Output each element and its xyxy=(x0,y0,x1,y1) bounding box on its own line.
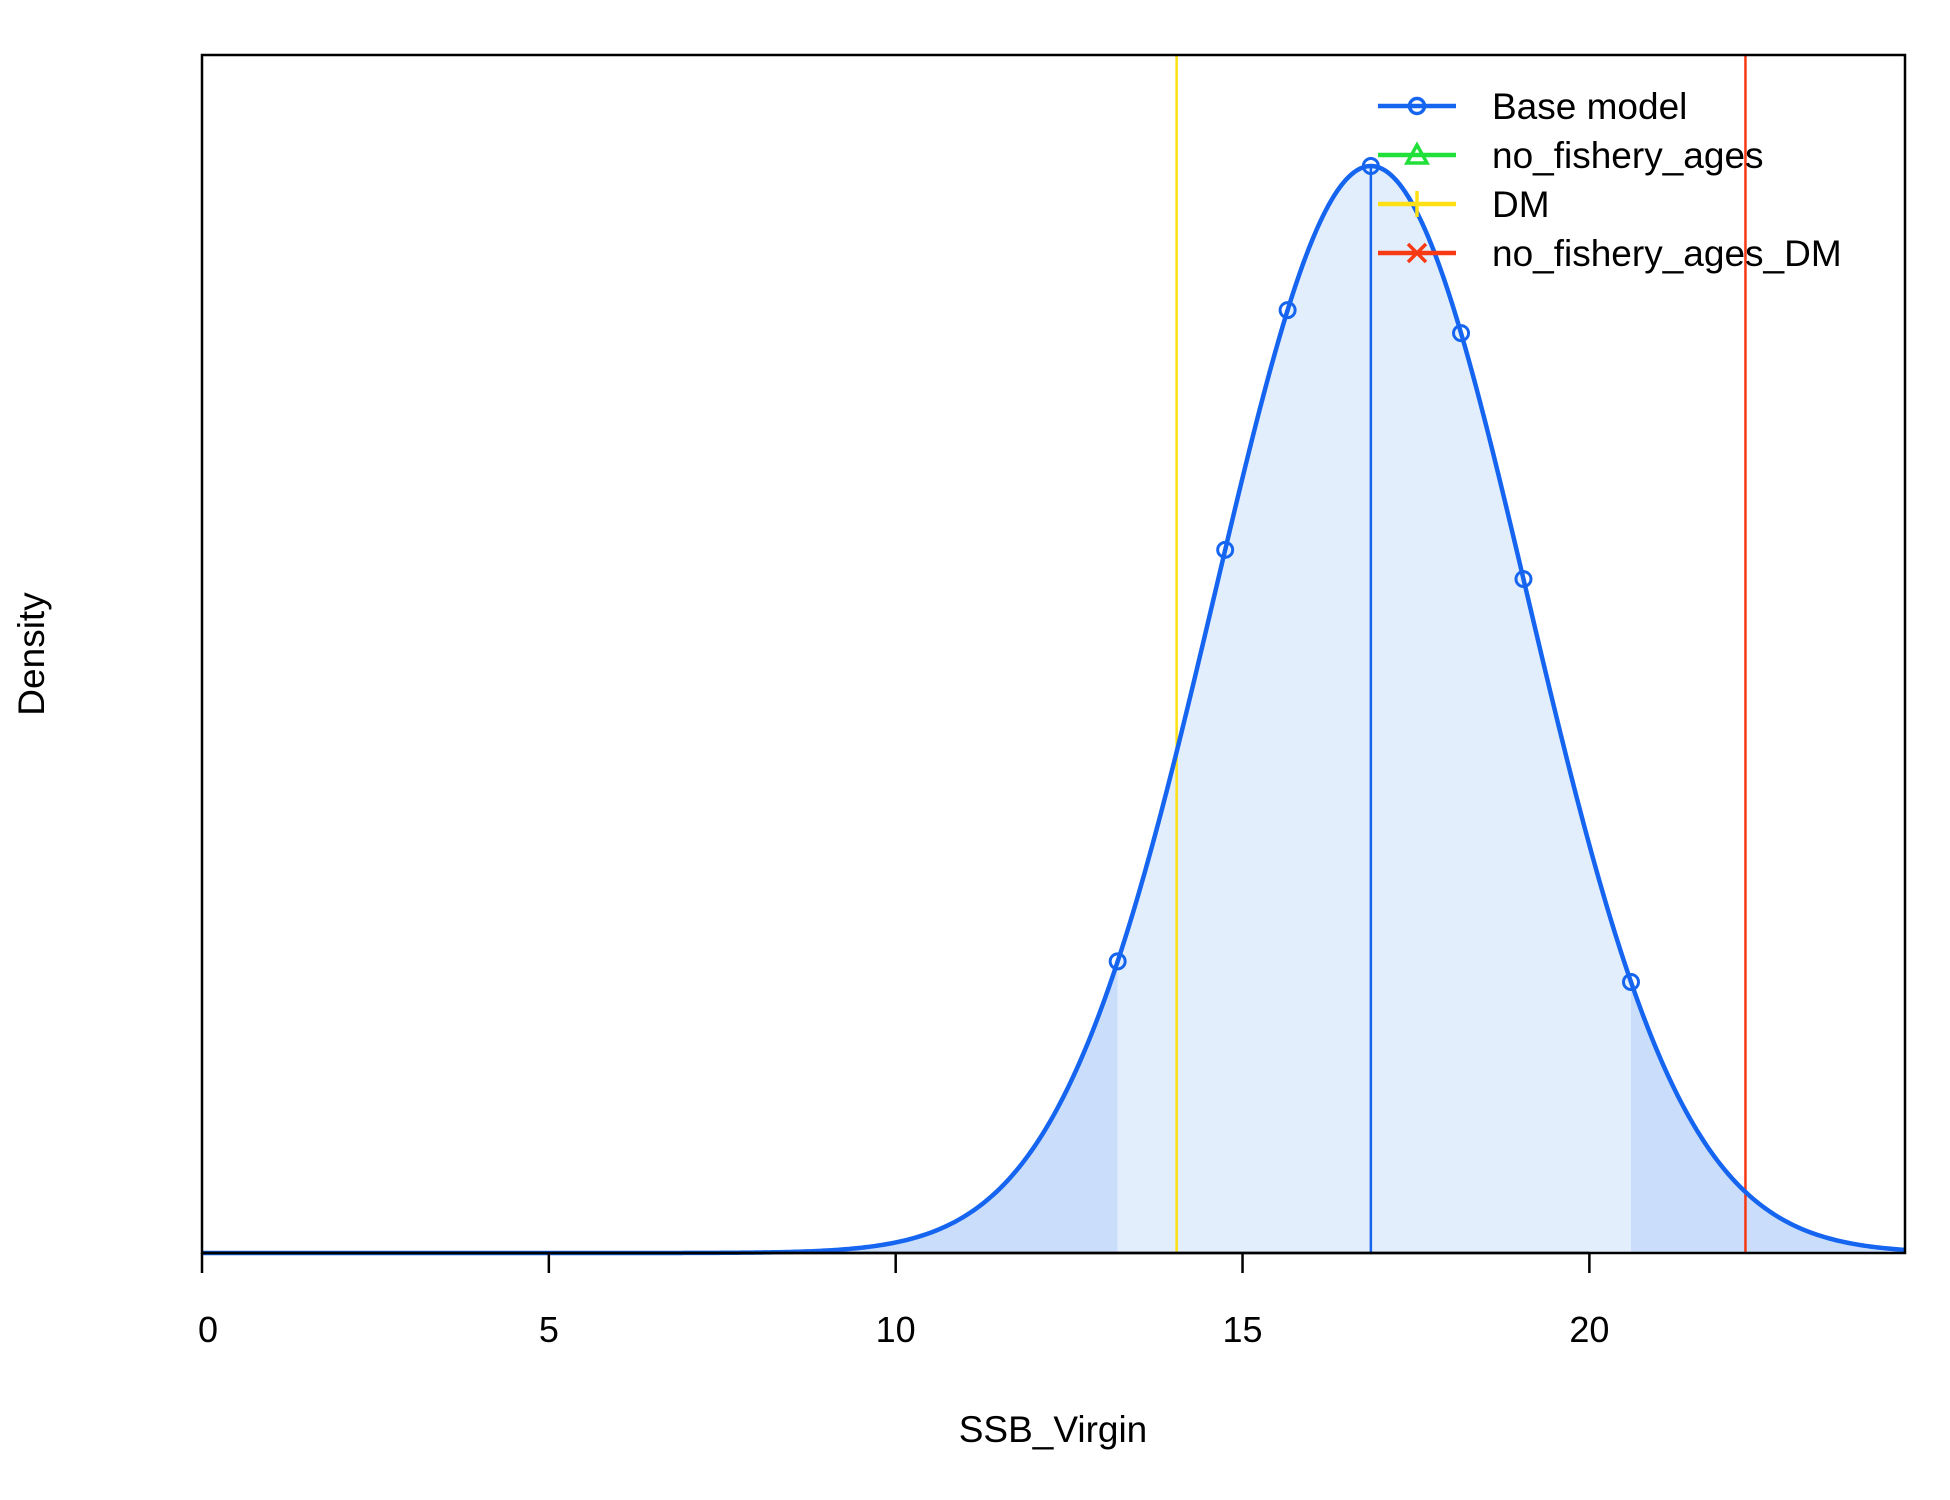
x-tick-label-15: 15 xyxy=(1223,1309,1263,1350)
legend-label-dm: DM xyxy=(1492,184,1550,225)
y-axis-label: Density xyxy=(11,592,52,716)
x-tick-label-0: 0 xyxy=(198,1309,218,1350)
density-marker-3 xyxy=(1361,157,1380,175)
x-tick-label-20: 20 xyxy=(1569,1309,1609,1350)
legend-label-base-model: Base model xyxy=(1492,86,1687,127)
x-tick-label-5: 5 xyxy=(539,1309,559,1350)
density-marker-0 xyxy=(1108,952,1127,971)
density-marker-1 xyxy=(1216,540,1235,559)
density-marker-5 xyxy=(1514,570,1533,589)
legend-label-no-fishery-ages: no_fishery_ages xyxy=(1492,135,1764,176)
legend-marker-base-model xyxy=(1407,96,1427,116)
x-axis: 0 5 10 15 20 xyxy=(198,1251,1609,1350)
x-axis-label: SSB_Virgin xyxy=(959,1409,1148,1450)
plot-layer xyxy=(202,55,1906,1256)
density-marker-4 xyxy=(1452,324,1471,343)
density-marker-6 xyxy=(1621,972,1640,991)
legend-label-no-fishery-ages-dm: no_fishery_ages_DM xyxy=(1492,233,1842,274)
x-tick-label-10: 10 xyxy=(876,1309,916,1350)
density-interval-fill xyxy=(1117,166,1631,1253)
legend-marker-no-fishery-ages xyxy=(1404,141,1430,165)
density-marker-2 xyxy=(1278,301,1297,320)
density-tail-left xyxy=(202,961,1118,1253)
density-tail-right xyxy=(1630,981,1905,1253)
legend: Base model no_fishery_ages DM no_fishery_ag… xyxy=(1378,86,1842,274)
legend-marker-no-fishery-ages-dm xyxy=(1406,242,1428,264)
